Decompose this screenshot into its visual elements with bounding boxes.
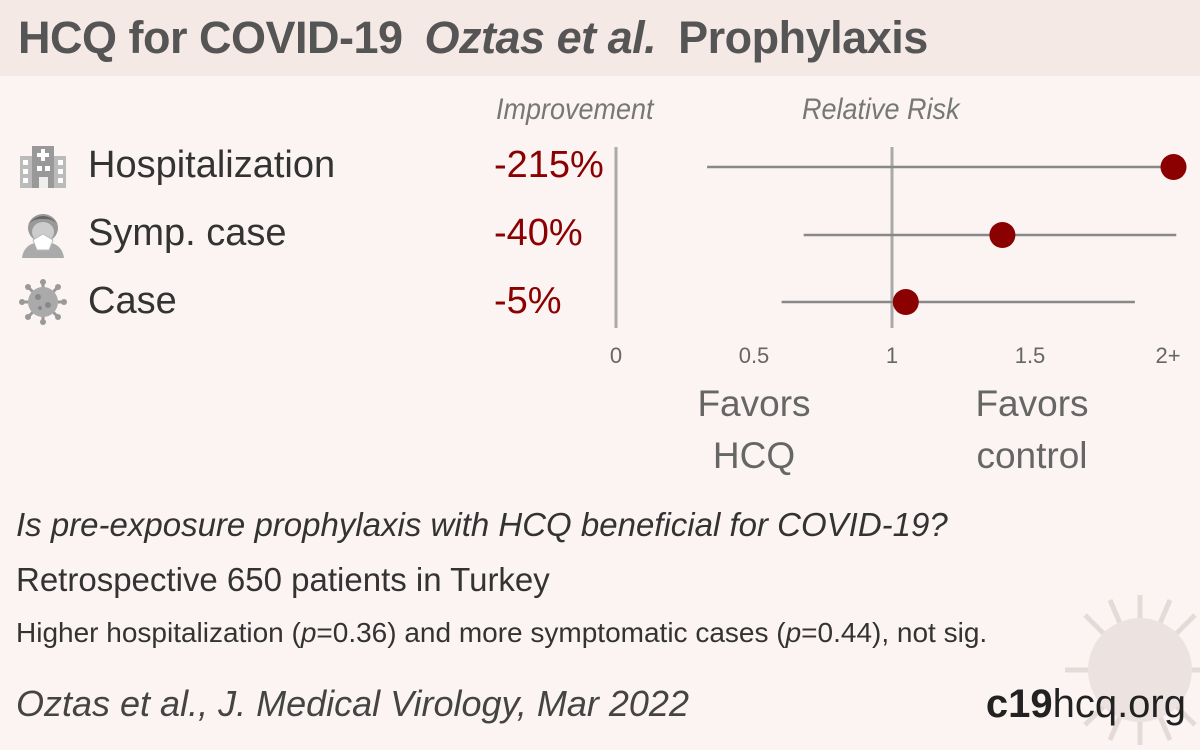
favors-control-line1: Favors [975,383,1089,424]
question-text: Is pre-exposure prophylaxis with HCQ ben… [16,506,948,543]
result-text: Higher hospitalization (p=0.36) and more… [16,617,987,649]
row-label-hospitalization: Hospitalization [88,144,336,186]
favors-hcq-label: Favors HCQ [654,378,854,482]
virus-watermark-icon [1065,595,1200,745]
rr-point-case [892,289,919,315]
result-p1: =0.36) and more symptomatic cases ( [316,617,786,648]
title-type: Prophylaxis [678,12,928,63]
row-improvement-case: -5% [494,280,562,322]
result-p2-label: p [785,617,802,648]
row-label-case: Case [88,280,177,322]
tick-label: 0.5 [739,343,770,368]
title-main: HCQ for COVID-19 [18,12,403,63]
result-p2: =0.44), not sig. [801,617,988,648]
row-label-symp-case: Symp. case [88,212,287,254]
virus-icon [19,279,67,325]
row-improvement-hospitalization: -215% [494,144,604,186]
result-part-a: Higher hospitalization ( [16,617,301,648]
favors-control-line2: control [976,435,1088,476]
favors-control-label: Favors control [932,378,1132,482]
tick-label: 1 [886,343,898,368]
study-text: Retrospective 650 patients in Turkey [16,561,550,598]
favors-hcq-line1: Favors [697,383,811,424]
citation-text: Oztas et al., J. Medical Virology, Mar 2… [16,683,689,724]
brand-bold: c19 [985,682,1053,726]
hospital-icon [20,146,66,188]
tick-label: 2+ [1155,343,1180,368]
rr-point-hospitalization [1160,154,1187,180]
brand-logo[interactable]: c19hcq.org [986,682,1186,727]
brand-rest: hcq.org [1052,682,1186,726]
improvement-header: Improvement [496,93,654,126]
tick-label: 0 [610,343,622,368]
header-bar [0,0,1200,76]
sick-person-icon [22,214,64,258]
relative-risk-header: Relative Risk [802,93,960,126]
rr-point-symp-case [989,222,1016,248]
title-study: Oztas et al. [424,12,657,63]
page-title: HCQ for COVID-19 Oztas et al. Prophylaxis [18,12,928,64]
result-p1-label: p [300,617,317,648]
tick-label: 1.5 [1015,343,1046,368]
row-improvement-symp-case: -40% [494,212,583,254]
favors-hcq-line2: HCQ [712,435,796,476]
